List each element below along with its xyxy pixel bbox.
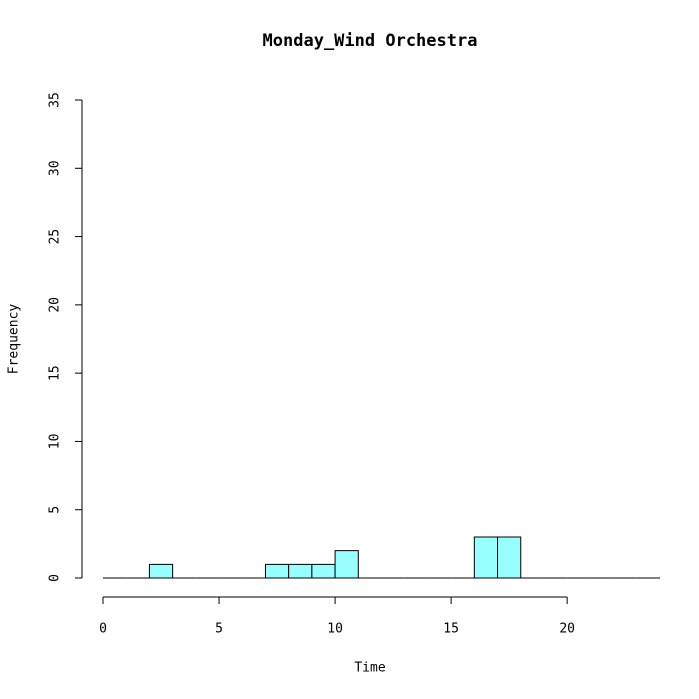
chart-title: Monday_Wind Orchestra [263, 31, 478, 51]
x-tick-label: 10 [327, 622, 343, 637]
y-tick-label: 0 [48, 574, 63, 582]
x-axis-label: Time [354, 661, 385, 676]
x-tick-label: 0 [99, 622, 107, 637]
bar [334, 550, 359, 579]
x-tick-label: 15 [443, 622, 459, 637]
y-axis-label: Frequency [7, 304, 22, 375]
bar [148, 563, 174, 579]
bar [311, 563, 336, 579]
y-tick-label: 5 [48, 506, 63, 514]
y-tick-label: 35 [48, 92, 63, 108]
x-tick-label: 5 [215, 622, 223, 637]
bar [473, 536, 499, 579]
bar [264, 563, 290, 579]
bar [497, 536, 522, 579]
bar [288, 563, 313, 579]
y-tick-label: 20 [48, 297, 63, 313]
y-tick-label: 30 [48, 160, 63, 176]
x-tick-label: 20 [559, 622, 575, 637]
y-tick-label: 10 [48, 434, 63, 450]
y-tick-label: 15 [48, 365, 63, 381]
y-tick-label: 25 [48, 229, 63, 245]
